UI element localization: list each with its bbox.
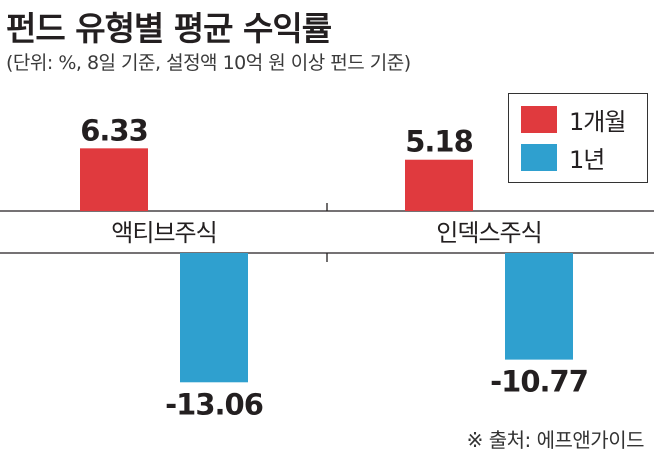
bar-1year	[180, 253, 248, 383]
category-label: 인덱스주식	[436, 219, 541, 247]
bar-1month	[405, 159, 473, 211]
legend-label-1month: 1개월	[569, 107, 626, 136]
category-label: 액티브주식	[111, 219, 216, 247]
legend-item-1year: 1년	[521, 142, 605, 174]
chart-title: 펀드 유형별 평균 수익률	[6, 9, 332, 48]
legend: 1개월 1년	[508, 93, 648, 183]
chart-subtitle: (단위: %, 8일 기준, 설정액 10억 원 이상 펀드 기준)	[6, 52, 411, 74]
bar-1year	[505, 253, 573, 360]
bar-1month	[80, 148, 148, 211]
data-label: -13.06	[165, 387, 263, 421]
data-label: 5.18	[405, 125, 473, 159]
legend-swatch-1month	[521, 105, 557, 133]
data-label: -10.77	[490, 365, 588, 399]
source-note: ※ 출처: 에프앤가이드	[466, 428, 645, 452]
data-label: 6.33	[80, 113, 148, 147]
legend-swatch-1year	[521, 143, 557, 171]
legend-item-1month: 1개월	[521, 104, 626, 136]
legend-label-1year: 1년	[569, 145, 605, 174]
